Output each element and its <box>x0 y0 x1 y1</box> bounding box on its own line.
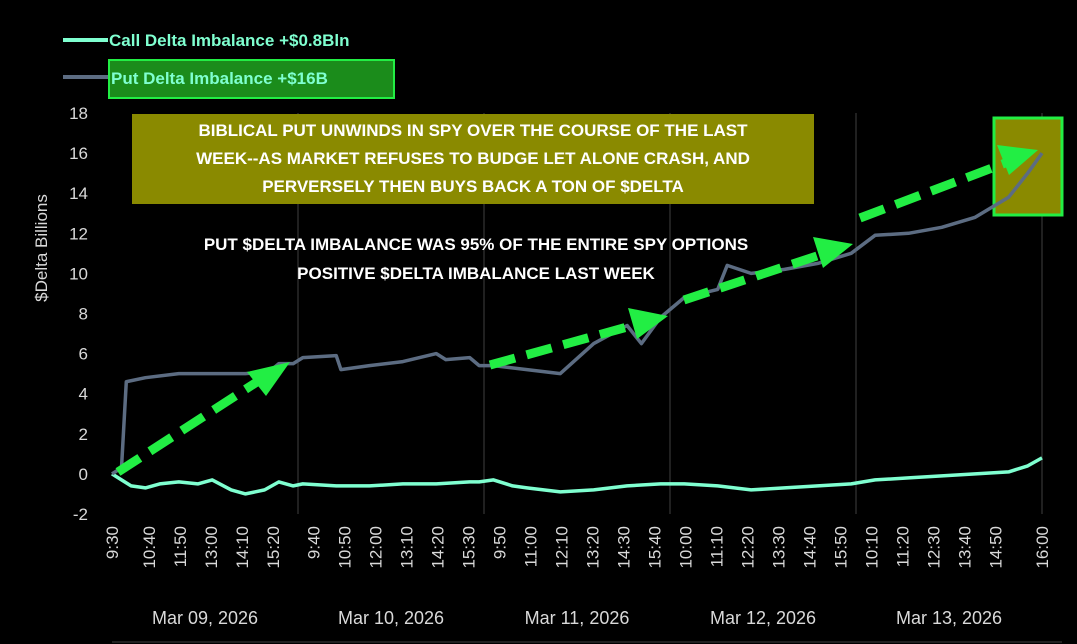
x-tick-label: 11:50 <box>171 526 190 567</box>
annotation-box-line-3: PERVERSELY THEN BUYS BACK A TON OF $DELT… <box>262 177 684 196</box>
x-tick-label: 14:20 <box>429 526 448 569</box>
y-tick-label: 6 <box>79 345 88 364</box>
x-tick-label: 10:50 <box>336 526 355 569</box>
y-tick-label: 0 <box>79 465 88 484</box>
x-day-label: Mar 13, 2026 <box>896 608 1002 628</box>
x-axis-day-labels: Mar 09, 2026 Mar 10, 2026 Mar 11, 2026 Mar … <box>152 608 1002 628</box>
x-day-label: Mar 09, 2026 <box>152 608 258 628</box>
x-tick-label: 14:30 <box>615 526 634 569</box>
x-day-label: Mar 11, 2026 <box>525 608 630 628</box>
x-tick-label: 15:30 <box>460 526 479 569</box>
x-tick-label: 13:20 <box>584 526 603 569</box>
x-tick-label: 14:10 <box>233 526 252 569</box>
legend-put-highlight <box>108 59 395 99</box>
x-tick-label: 13:30 <box>770 526 789 569</box>
legend-call-label: Call Delta Imbalance +$0.8Bln <box>109 31 349 50</box>
annotation-note-line-1: PUT $DELTA IMBALANCE WAS 95% OF THE ENTI… <box>204 235 748 254</box>
annotation-note-line-2: POSITIVE $DELTA IMBALANCE LAST WEEK <box>297 264 655 283</box>
trend-arrows <box>115 145 1038 476</box>
annotation-box-line-2: WEEK--AS MARKET REFUSES TO BUDGE LET ALO… <box>196 149 750 168</box>
x-tick-label: 12:20 <box>739 526 758 569</box>
x-tick-label: 9:30 <box>103 526 122 559</box>
x-tick-label: 15:40 <box>646 526 665 569</box>
x-tick-label: 13:40 <box>956 526 975 569</box>
y-tick-label: 18 <box>69 104 88 123</box>
trend-arrow-4-head <box>997 145 1038 175</box>
y-tick-label: 4 <box>79 385 88 404</box>
call-delta-series-line <box>111 456 1043 496</box>
x-day-label: Mar 12, 2026 <box>710 608 816 628</box>
trend-arrow-2-head <box>628 308 668 339</box>
x-tick-label: 13:00 <box>202 526 221 569</box>
x-tick-label: 10:40 <box>140 526 159 569</box>
x-tick-label: 14:50 <box>987 526 1006 569</box>
y-axis-label: $Delta Billions <box>32 194 51 302</box>
x-tick-label: 11:20 <box>894 526 913 567</box>
x-tick-label: 12:30 <box>925 526 944 569</box>
x-tick-label: 15:50 <box>832 526 851 569</box>
trend-arrow-1 <box>115 374 266 476</box>
x-tick-label: 11:10 <box>708 526 727 567</box>
x-tick-label: 11:00 <box>522 526 541 567</box>
x-tick-label: 10:10 <box>863 526 882 569</box>
x-tick-label: 10:00 <box>677 526 696 569</box>
trend-arrow-3 <box>682 249 825 305</box>
y-tick-label: 2 <box>79 425 88 444</box>
y-tick-label: -2 <box>73 505 88 524</box>
y-tick-label: 10 <box>69 264 88 283</box>
y-tick-label: 12 <box>69 224 88 243</box>
trend-arrow-2 <box>488 319 640 370</box>
legend: Call Delta Imbalance +$0.8Bln Put Delta … <box>63 31 395 99</box>
x-tick-label: 12:00 <box>367 526 386 569</box>
y-tick-label: 16 <box>69 144 88 163</box>
y-tick-label: 8 <box>79 305 88 324</box>
x-tick-label: 13:10 <box>398 526 417 569</box>
trend-arrow-3-head <box>813 237 853 268</box>
y-tick-label: 14 <box>69 184 88 203</box>
x-axis: 9:30 10:40 11:50 13:00 14:10 15:20 9:40 10:50 12… <box>103 526 1052 569</box>
trend-arrow-4 <box>858 157 1010 223</box>
trend-arrow-1-head <box>247 362 290 396</box>
annotation-box-line-1: BIBLICAL PUT UNWINDS IN SPY OVER THE COU… <box>198 121 748 140</box>
x-tick-label: 15:20 <box>264 526 283 569</box>
y-axis: -2 0 2 4 6 8 10 12 14 16 18 <box>69 104 88 524</box>
x-tick-label: 12:10 <box>553 526 572 569</box>
x-day-label: Mar 10, 2026 <box>338 608 444 628</box>
x-tick-label: 9:40 <box>305 526 324 559</box>
x-tick-label: 16:00 <box>1033 526 1052 569</box>
annotation-box <box>132 114 814 204</box>
x-tick-label: 14:40 <box>801 526 820 569</box>
legend-put-label: Put Delta Imbalance +$16B <box>111 69 328 88</box>
x-tick-label: 9:50 <box>491 526 510 559</box>
